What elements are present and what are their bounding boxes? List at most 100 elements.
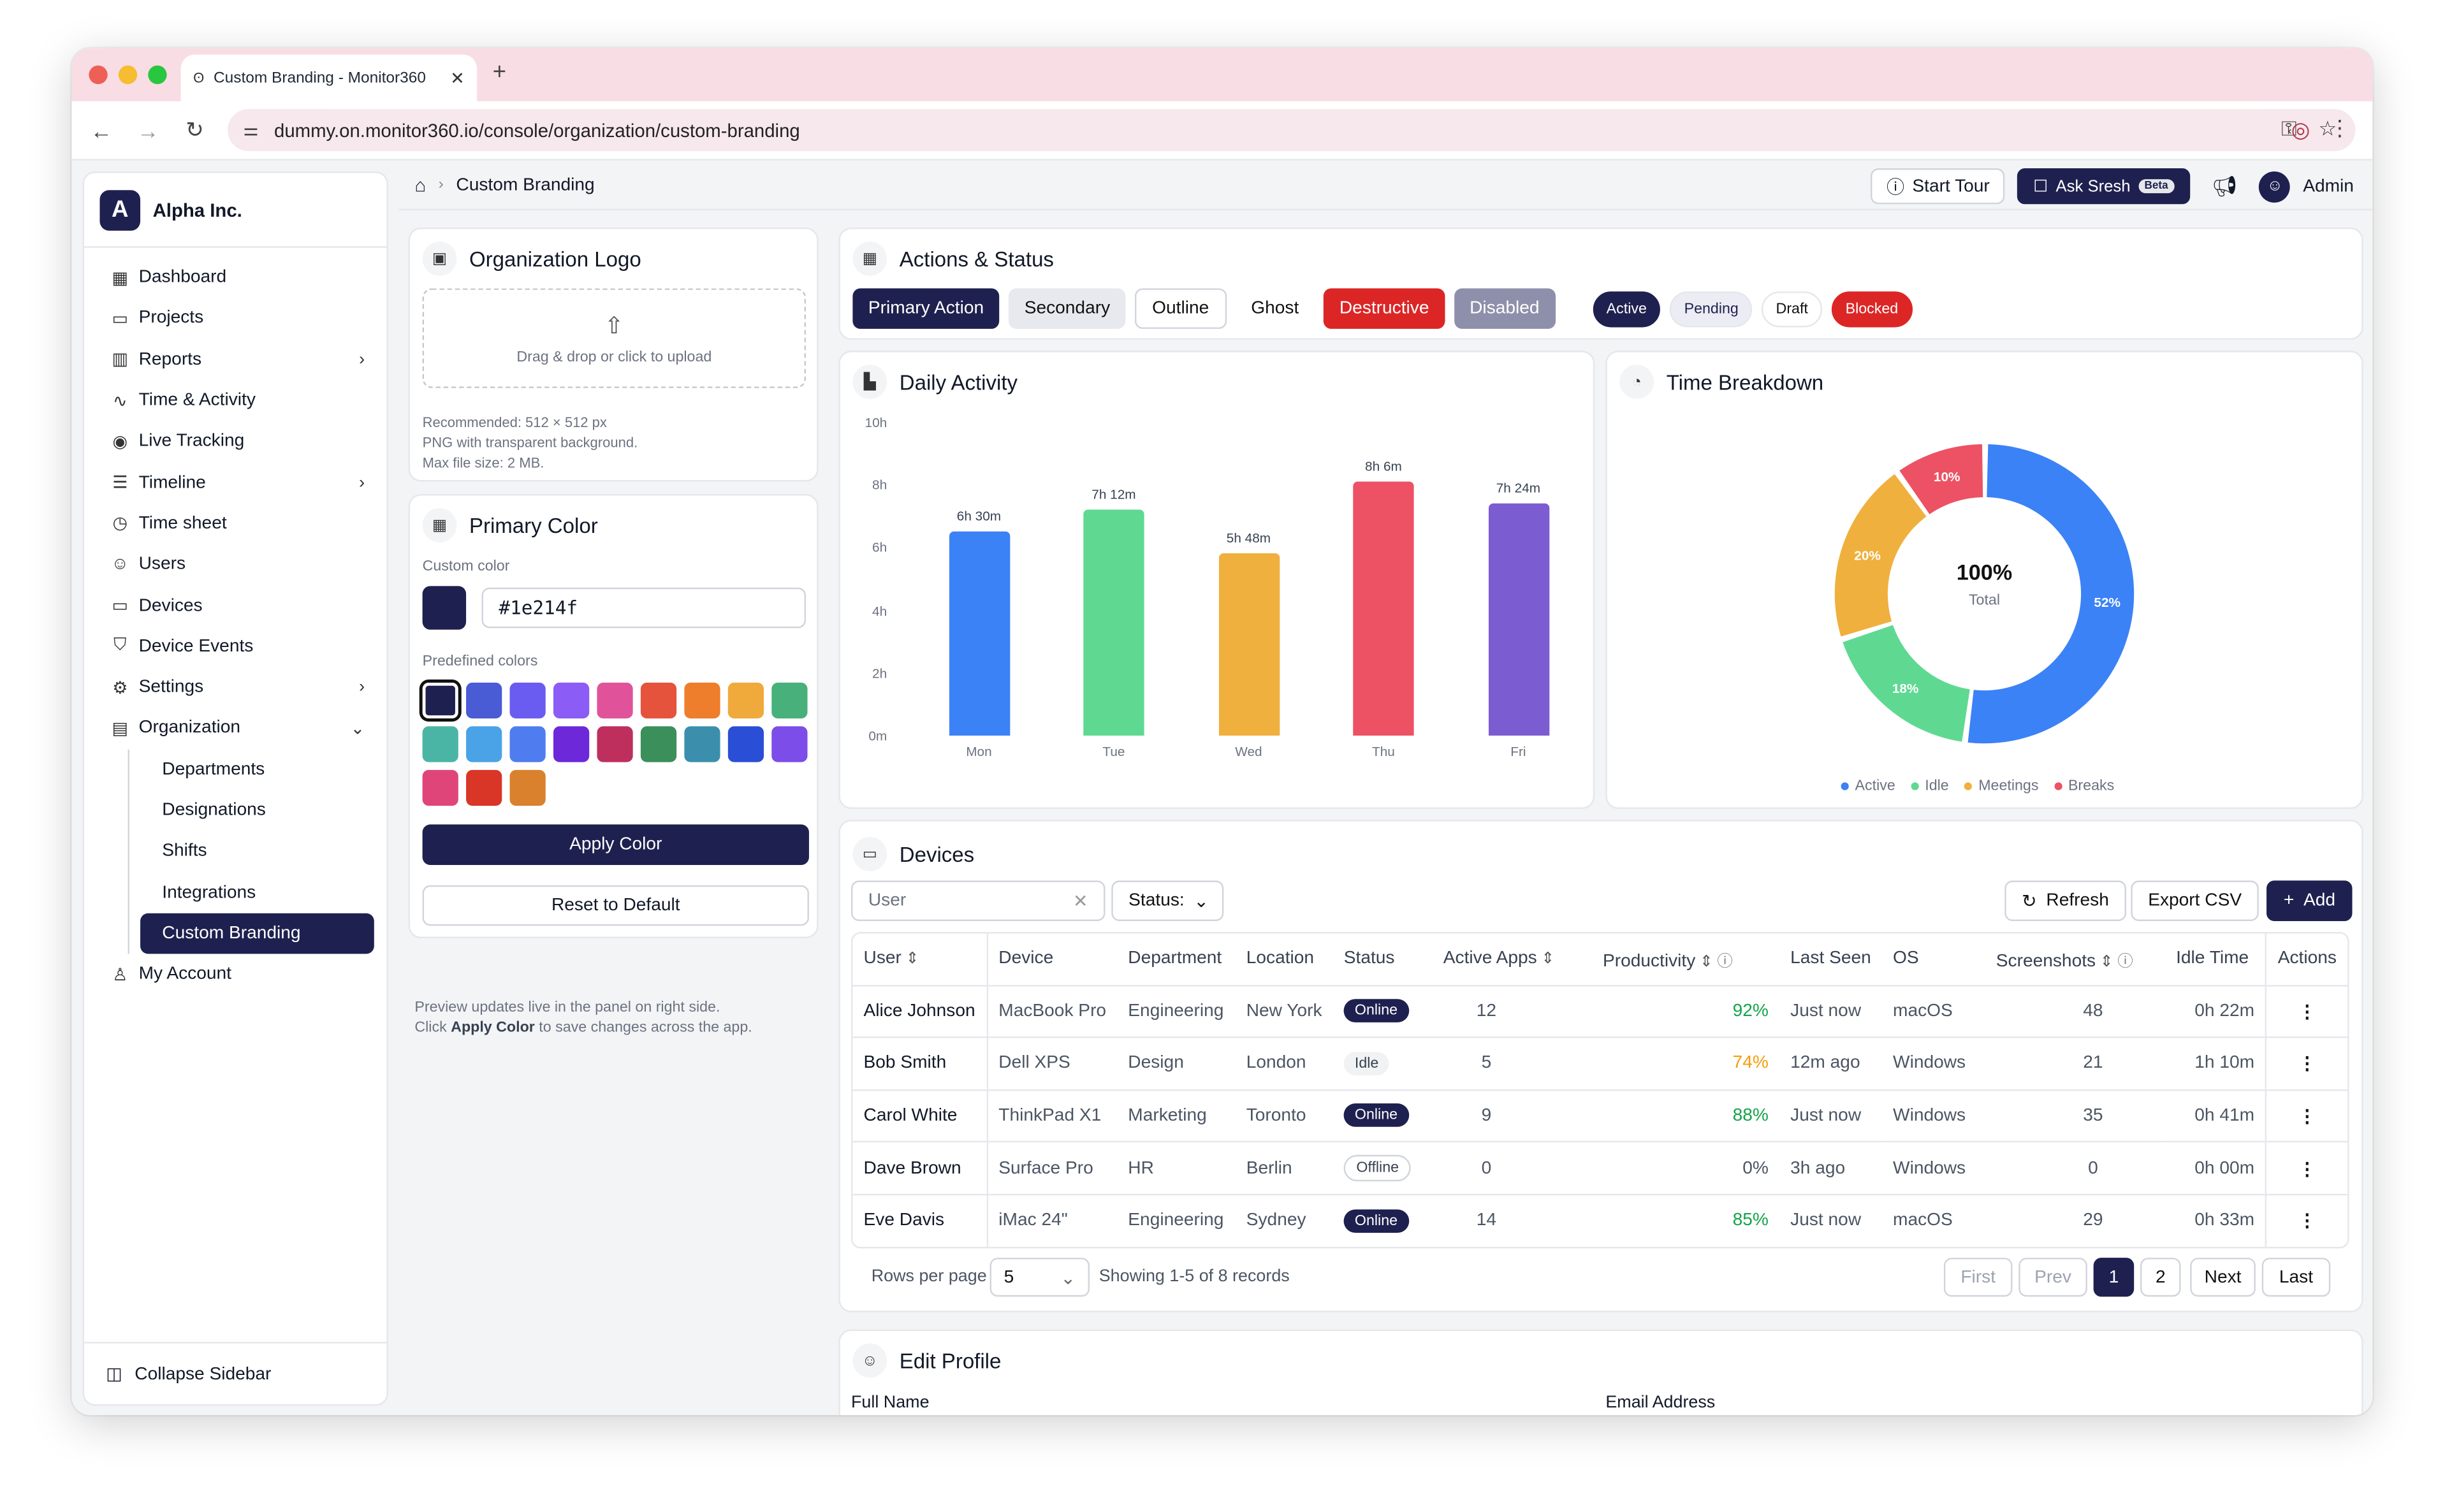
table-row[interactable]: Alice Johnson MacBook Pro Engineering New Y… xyxy=(852,985,2348,1038)
column-header-active-apps[interactable]: Active Apps ⇕ xyxy=(1432,933,1592,986)
color-swatch[interactable] xyxy=(422,769,458,806)
megaphone-icon[interactable]: 📢︎ xyxy=(2212,173,2238,198)
sidebar-item-settings[interactable]: ⚙ Settings › xyxy=(97,667,374,708)
sort-icon[interactable]: ⇕ xyxy=(901,951,919,968)
rows-per-page-select[interactable]: 5 ⌄ xyxy=(989,1258,1090,1297)
column-header-user[interactable]: User ⇕ xyxy=(852,933,987,986)
color-swatch[interactable] xyxy=(553,682,590,719)
table-row[interactable]: Carol White ThinkPad X1 Marketing Toronto On… xyxy=(852,1089,2348,1143)
close-tab-icon[interactable]: ✕ xyxy=(450,69,465,89)
color-swatch[interactable] xyxy=(466,726,502,762)
sidebar-subitem-integrations[interactable]: Integrations xyxy=(162,883,256,902)
sidebar-subitem-departments[interactable]: Departments xyxy=(162,760,265,779)
table-row[interactable]: Eve Davis iMac 24" Engineering Sydney Online… xyxy=(852,1194,2348,1247)
close-window-button[interactable] xyxy=(89,65,108,85)
sidebar-subitem-designations[interactable]: Designations xyxy=(162,801,266,820)
sidebar-item-time-sheet[interactable]: ◷ Time sheet xyxy=(97,503,374,544)
color-swatch[interactable] xyxy=(553,726,590,762)
color-swatch[interactable] xyxy=(684,726,720,762)
new-tab-icon[interactable]: + xyxy=(492,59,507,86)
table-row[interactable]: Dave Brown Surface Pro HR Berlin Offline 0 0% 3… xyxy=(852,1142,2348,1195)
page-2-button[interactable]: 2 xyxy=(2140,1258,2181,1297)
home-icon[interactable]: ⌂ xyxy=(414,173,427,196)
user-search-input[interactable]: User ✕ xyxy=(850,880,1106,921)
color-swatch[interactable] xyxy=(771,682,808,719)
sidebar-item-device-events[interactable]: ⛉ Device Events xyxy=(97,626,374,667)
destructive-button[interactable]: Destructive xyxy=(1324,288,1445,329)
color-swatch[interactable] xyxy=(597,726,633,762)
sidebar-item-users[interactable]: ☺ Users xyxy=(97,544,374,585)
color-swatch[interactable] xyxy=(727,726,764,762)
color-swatch[interactable] xyxy=(771,726,808,762)
org-header[interactable]: A Alpha Inc. xyxy=(84,173,387,248)
color-swatch[interactable] xyxy=(684,682,720,719)
color-swatch[interactable] xyxy=(466,682,502,719)
primary-action-button[interactable]: Primary Action xyxy=(852,288,1000,329)
table-row[interactable]: Bob Smith Dell XPS Design London Idle 5 74% 12m… xyxy=(852,1037,2348,1091)
forward-icon[interactable]: → xyxy=(137,117,159,143)
row-actions-kebab-icon[interactable]: ⋮ xyxy=(2298,1003,2316,1022)
bookmark-star-icon[interactable]: ☆ xyxy=(2318,117,2337,141)
row-actions-kebab-icon[interactable]: ⋮ xyxy=(2298,1056,2316,1075)
sidebar-item-my-account[interactable]: ♙ My Account xyxy=(97,954,374,994)
sidebar-item-projects[interactable]: ▭ Projects xyxy=(97,298,374,339)
collapse-sidebar-button[interactable]: ◫ Collapse Sidebar xyxy=(84,1342,387,1404)
hex-input[interactable]: #1e214f xyxy=(481,587,807,629)
color-swatch[interactable] xyxy=(640,682,677,719)
sidebar-subitem-custom-branding[interactable]: Custom Branding xyxy=(140,913,374,954)
prev-page-button[interactable]: Prev xyxy=(2018,1258,2087,1297)
color-swatch[interactable] xyxy=(597,682,633,719)
sidebar-item-time-activity[interactable]: ∿ Time & Activity xyxy=(97,380,374,421)
secondary-button[interactable]: Secondary xyxy=(1009,288,1126,329)
color-swatch[interactable] xyxy=(727,682,764,719)
sidebar-item-live-tracking[interactable]: ◉ Live Tracking xyxy=(97,421,374,462)
column-header-productivity[interactable]: Productivity ⇕ ⓘ xyxy=(1591,933,1780,986)
color-swatch[interactable] xyxy=(509,682,546,719)
user-avatar-icon[interactable]: ☺ xyxy=(2259,170,2291,202)
info-icon[interactable]: ⓘ xyxy=(1712,953,1733,971)
apply-color-button[interactable]: Apply Color xyxy=(422,824,809,865)
ask-sresh-button[interactable]: ☐ Ask Sresh Beta xyxy=(2017,168,2190,205)
sidebar-item-devices[interactable]: ▭ Devices xyxy=(97,585,374,626)
custom-color-swatch[interactable] xyxy=(422,586,467,630)
sort-icon[interactable]: ⇕ xyxy=(1695,953,1713,971)
reload-icon[interactable]: ↻ xyxy=(186,117,204,142)
profile-icon[interactable]: ◎ xyxy=(2291,117,2310,142)
key-icon[interactable]: ⚿ xyxy=(2281,117,2297,141)
export-csv-button[interactable]: Export CSV xyxy=(2131,880,2259,921)
status-filter[interactable]: Status: ⌄ xyxy=(1111,880,1224,921)
logo-dropzone[interactable]: ⇧ Drag & drop or click to upload xyxy=(422,288,807,388)
site-settings-icon[interactable]: ⚌ xyxy=(243,121,259,141)
color-swatch[interactable] xyxy=(509,726,546,762)
color-swatch[interactable] xyxy=(466,769,502,806)
back-icon[interactable]: ← xyxy=(90,117,113,143)
row-actions-kebab-icon[interactable]: ⋮ xyxy=(2298,1160,2316,1179)
next-page-button[interactable]: Next xyxy=(2190,1258,2256,1297)
reset-default-button[interactable]: Reset to Default xyxy=(422,885,809,926)
sort-icon[interactable]: ⇕ xyxy=(2096,953,2113,971)
color-swatch[interactable] xyxy=(422,682,458,719)
color-swatch[interactable] xyxy=(640,726,677,762)
maximize-window-button[interactable] xyxy=(148,65,167,85)
sidebar-item-organization[interactable]: ▤ Organization ⌄ xyxy=(97,708,374,749)
outline-button[interactable]: Outline xyxy=(1135,288,1227,329)
start-tour-button[interactable]: ⓘ Start Tour xyxy=(1871,168,2006,205)
menu-kebab-icon[interactable]: ⋮ xyxy=(2328,115,2351,141)
sidebar-item-timeline[interactable]: ☰ Timeline › xyxy=(97,462,374,503)
page-1-button[interactable]: 1 xyxy=(2093,1258,2135,1297)
minimize-window-button[interactable] xyxy=(118,65,138,85)
browser-tab[interactable]: ʘ Custom Branding - Monitor360 ✕ xyxy=(180,54,478,101)
clear-icon[interactable]: ✕ xyxy=(1073,892,1088,912)
sidebar-item-reports[interactable]: ▥ Reports › xyxy=(97,339,374,380)
last-page-button[interactable]: Last xyxy=(2261,1258,2331,1297)
first-page-button[interactable]: First xyxy=(1943,1258,2013,1297)
row-actions-kebab-icon[interactable]: ⋮ xyxy=(2298,1213,2316,1232)
ghost-button[interactable]: Ghost xyxy=(1251,299,1299,318)
user-name[interactable]: Admin xyxy=(2303,177,2354,196)
add-button[interactable]: + Add xyxy=(2266,880,2353,921)
info-icon[interactable]: ⓘ xyxy=(2113,953,2133,971)
color-swatch[interactable] xyxy=(422,726,458,762)
column-header-screenshots[interactable]: Screenshots ⇕ ⓘ xyxy=(1985,933,2165,986)
sort-icon[interactable]: ⇕ xyxy=(1537,951,1555,968)
sidebar-item-dashboard[interactable]: ▦ Dashboard xyxy=(97,257,374,298)
